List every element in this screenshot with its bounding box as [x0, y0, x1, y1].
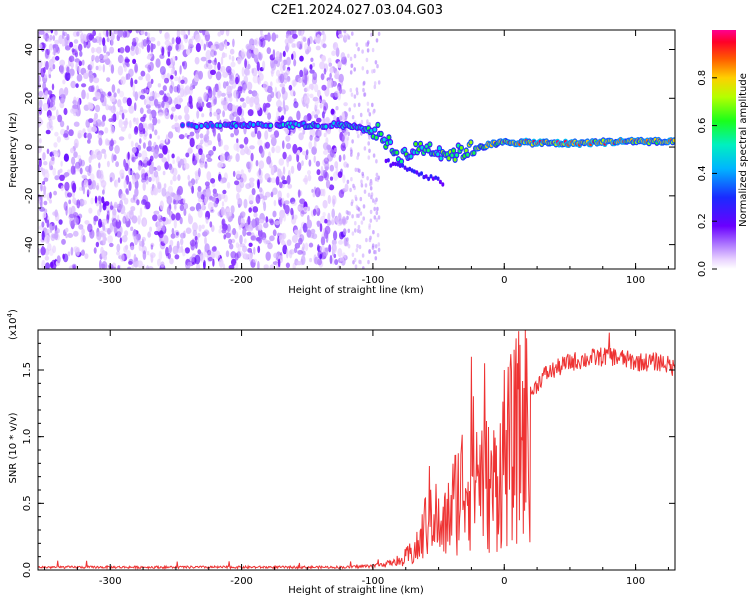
colorbar-tick-label: 0.8	[697, 70, 708, 86]
snr-x-tick-label: 100	[626, 576, 645, 587]
colorbar-tick-label: 0.4	[697, 165, 708, 181]
snr-y-tick-label: 1.5	[22, 362, 33, 378]
figure-title: C2E1.2024.027.03.04.G03	[271, 3, 443, 18]
spectrogram-plot-area	[38, 30, 675, 269]
spectrogram-x-tick-label: 100	[626, 275, 645, 286]
spectrogram-y-tick-label: -40	[24, 236, 35, 252]
spectrogram-x-axis-label: Height of straight line (km)	[288, 285, 424, 296]
spectrogram-y-ticks: -40 -20 0 20 40	[24, 36, 675, 270]
spectrogram-y-tick-label: -20	[24, 188, 35, 204]
colorbar-tick-label: 0.0	[697, 261, 708, 277]
snr-plot-area	[38, 330, 675, 570]
snr-y-ticks: 0.0 0.5 1.0 1.5	[22, 342, 675, 578]
snr-y-multiplier-exponent: 4	[6, 312, 14, 317]
snr-y-multiplier: (x104)	[6, 309, 19, 340]
spectrogram-frame	[37, 29, 676, 270]
spectrogram-x-tick-label: -300	[99, 275, 122, 286]
snr-x-tick-label: 0	[501, 576, 507, 587]
snr-x-tick-label: -200	[230, 576, 253, 587]
spectrogram-y-tick-label: 40	[24, 43, 35, 56]
spectrogram-y-tick-label: 0	[24, 144, 35, 150]
spectrogram-y-tick-label: 20	[24, 92, 35, 105]
colorbar-gradient	[712, 30, 736, 269]
spectrogram-x-tick-label: -200	[230, 275, 253, 286]
snr-x-ticks: -300 -200 -100 0 100	[44, 330, 669, 587]
spectrogram-x-tick-label: 0	[501, 275, 507, 286]
spectrogram-signal-ridge	[179, 120, 675, 187]
snr-y-tick-label: 1.0	[22, 429, 33, 445]
colorbar-ticks: 0.0 0.2 0.4 0.6 0.8	[697, 70, 717, 277]
snr-y-tick-label: 0.0	[22, 562, 33, 578]
spectrogram-y-axis-label: Frequency (Hz)	[8, 112, 19, 188]
spectrogram-noise	[38, 30, 381, 269]
snr-x-axis-label: Height of straight line (km)	[288, 585, 424, 596]
colorbar-label: Normalized spectral amplitude	[738, 73, 749, 227]
spectrogram-x-ticks: -300 -200 -100 0 100	[44, 30, 669, 286]
snr-x-tick-label: -300	[99, 576, 122, 587]
snr-panel: -300 -200 -100 0 100 0.0 0.5 1.0 1.5 Height of …	[6, 309, 676, 596]
snr-x-tick-label: -100	[362, 576, 385, 587]
snr-y-axis-label: SNR (10 * v/v)	[8, 412, 19, 483]
snr-line	[38, 330, 675, 570]
colorbar-tick-label: 0.2	[697, 213, 708, 229]
colorbar-tick-label: 0.6	[697, 118, 708, 134]
spectrogram-x-tick-label: -100	[362, 275, 385, 286]
colorbar: 0.0 0.2 0.4 0.6 0.8 Normalized spectral ampl…	[697, 30, 749, 277]
snr-y-tick-label: 0.5	[22, 495, 33, 511]
